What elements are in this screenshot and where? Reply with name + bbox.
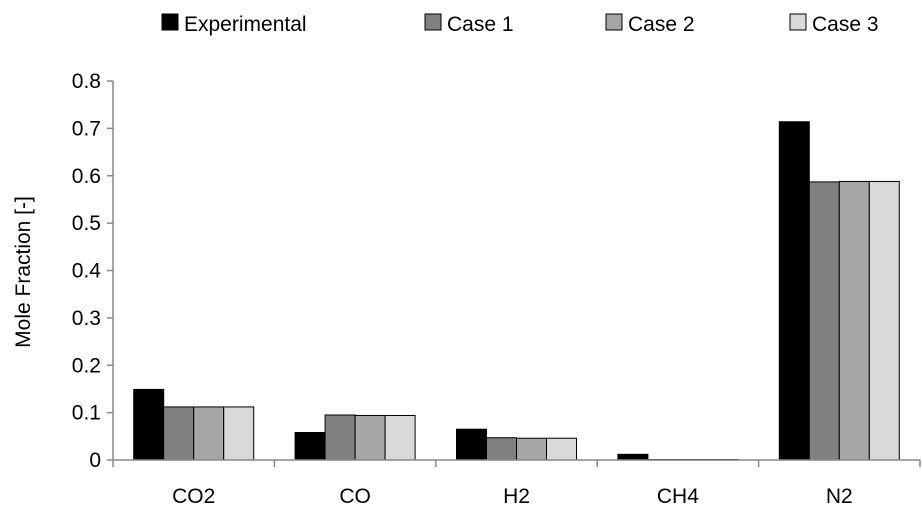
- x-category-label: H2: [503, 485, 530, 508]
- bar-series: [193, 180, 870, 461]
- bar: [486, 437, 517, 461]
- bar: [617, 453, 649, 461]
- bar-series: [163, 181, 840, 461]
- legend-item: Experimental: [161, 13, 307, 36]
- y-tick-label: 0.7: [72, 117, 101, 140]
- legend-label: Experimental: [184, 13, 307, 36]
- y-axis-label: Mole Fraction [-]: [12, 196, 35, 348]
- x-category-label: N2: [826, 485, 853, 508]
- y-tick-label: 0.1: [72, 402, 101, 425]
- y-tick-label: 0: [89, 449, 101, 472]
- y-axis: 0 0.1 0.2 0.3 0.4 0.5 0.6 0.7 0.8: [72, 70, 114, 472]
- legend-label: Case 1: [447, 13, 514, 36]
- y-tick-label: 0.8: [72, 70, 101, 93]
- y-tick-label: 0.6: [72, 165, 101, 188]
- bar: [546, 437, 577, 461]
- legend-swatch: [605, 13, 623, 31]
- bar: [223, 406, 255, 461]
- legend-swatch: [161, 13, 179, 31]
- chart-legend: Experimental Case 1 Case 2 Case 3: [161, 13, 879, 36]
- bar: [778, 121, 810, 461]
- bar-series: [223, 180, 900, 461]
- bar-series-group: [133, 121, 900, 461]
- legend-label: Case 3: [812, 13, 879, 36]
- y-tick-label: 0.5: [72, 212, 101, 235]
- bar: [163, 406, 195, 461]
- bar: [384, 414, 416, 461]
- bar: [838, 180, 870, 461]
- x-category-label: CH4: [657, 485, 699, 508]
- bar: [354, 414, 386, 461]
- bar: [516, 437, 547, 461]
- x-category-label: CO: [339, 485, 371, 508]
- y-tick-label: 0.2: [72, 354, 101, 377]
- legend-label: Case 2: [628, 13, 695, 36]
- legend-item: Case 3: [789, 13, 879, 36]
- bar: [133, 388, 165, 461]
- x-category-label: CO2: [172, 485, 215, 508]
- bar: [193, 406, 225, 461]
- legend-item: Case 2: [605, 13, 695, 36]
- y-tick-label: 0.4: [72, 260, 102, 283]
- x-axis: CO2 CO H2 CH4 N2: [112, 459, 921, 508]
- legend-item: Case 1: [424, 13, 514, 36]
- bar: [456, 428, 487, 461]
- legend-swatch: [789, 13, 807, 31]
- y-tick-label: 0.3: [72, 307, 101, 330]
- bar: [808, 181, 840, 461]
- bar: [324, 414, 356, 461]
- legend-swatch: [424, 13, 442, 31]
- bar: [868, 180, 900, 461]
- bar: [294, 432, 326, 461]
